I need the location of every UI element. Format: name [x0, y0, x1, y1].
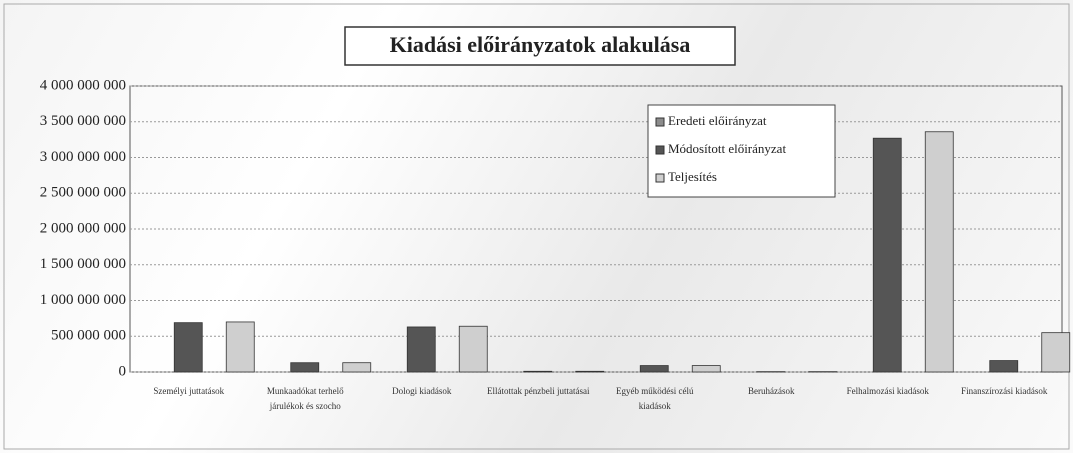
bar: [173, 322, 203, 373]
y-tick-label: 1 000 000 000: [40, 292, 126, 308]
x-tick-label: Felhalmozási kiadások: [846, 386, 929, 396]
bar: [523, 370, 553, 373]
title-box: [344, 26, 736, 66]
y-tick-label: 1 500 000 000: [40, 256, 126, 272]
bar: [225, 321, 255, 373]
legend-label: Eredeti előirányzat: [668, 113, 767, 128]
y-tick-label: 2 500 000 000: [40, 185, 126, 201]
x-tick-label: Egyéb működési célú kiadások: [616, 386, 694, 411]
chart-title: Kiadási előirányzatok alakulása: [390, 32, 691, 57]
bar: [872, 137, 902, 373]
bar: [639, 365, 669, 373]
x-tick-label: Dologi kiadások: [392, 386, 452, 396]
x-tick-label: Ellátottak pénzbeli juttatásai: [487, 386, 590, 396]
bar: [342, 362, 372, 373]
x-tick-label: Finanszírozási kiadások: [961, 386, 1048, 396]
bar: [290, 362, 320, 373]
bar: [989, 360, 1019, 373]
bar: [458, 325, 488, 373]
bar: [1041, 332, 1071, 373]
y-tick-label: 0: [119, 363, 127, 379]
y-tick-label: 2 000 000 000: [40, 220, 126, 236]
y-tick-label: 3 500 000 000: [40, 113, 126, 129]
bar: [575, 370, 605, 373]
legend-swatch: [655, 117, 665, 127]
bar: [924, 131, 954, 373]
x-tick-label: Beruházások: [748, 386, 795, 396]
legend-label: Módosított előirányzat: [668, 141, 786, 156]
y-tick-label: 500 000 000: [51, 328, 126, 344]
x-tick-label: Munkaadókat terhelő járulékok és szocho: [266, 386, 344, 411]
y-tick-label: 4 000 000 000: [40, 77, 126, 93]
frame: [3, 3, 1070, 450]
legend-label: Teljesítés: [668, 169, 717, 184]
legend-box: [647, 104, 836, 198]
y-tick-label: 3 000 000 000: [40, 149, 126, 165]
bar: [406, 326, 436, 373]
x-tick-label: Személyi juttatások: [153, 386, 225, 396]
bar: [691, 365, 721, 373]
legend-swatch: [655, 145, 665, 155]
legend-swatch: [655, 173, 665, 183]
